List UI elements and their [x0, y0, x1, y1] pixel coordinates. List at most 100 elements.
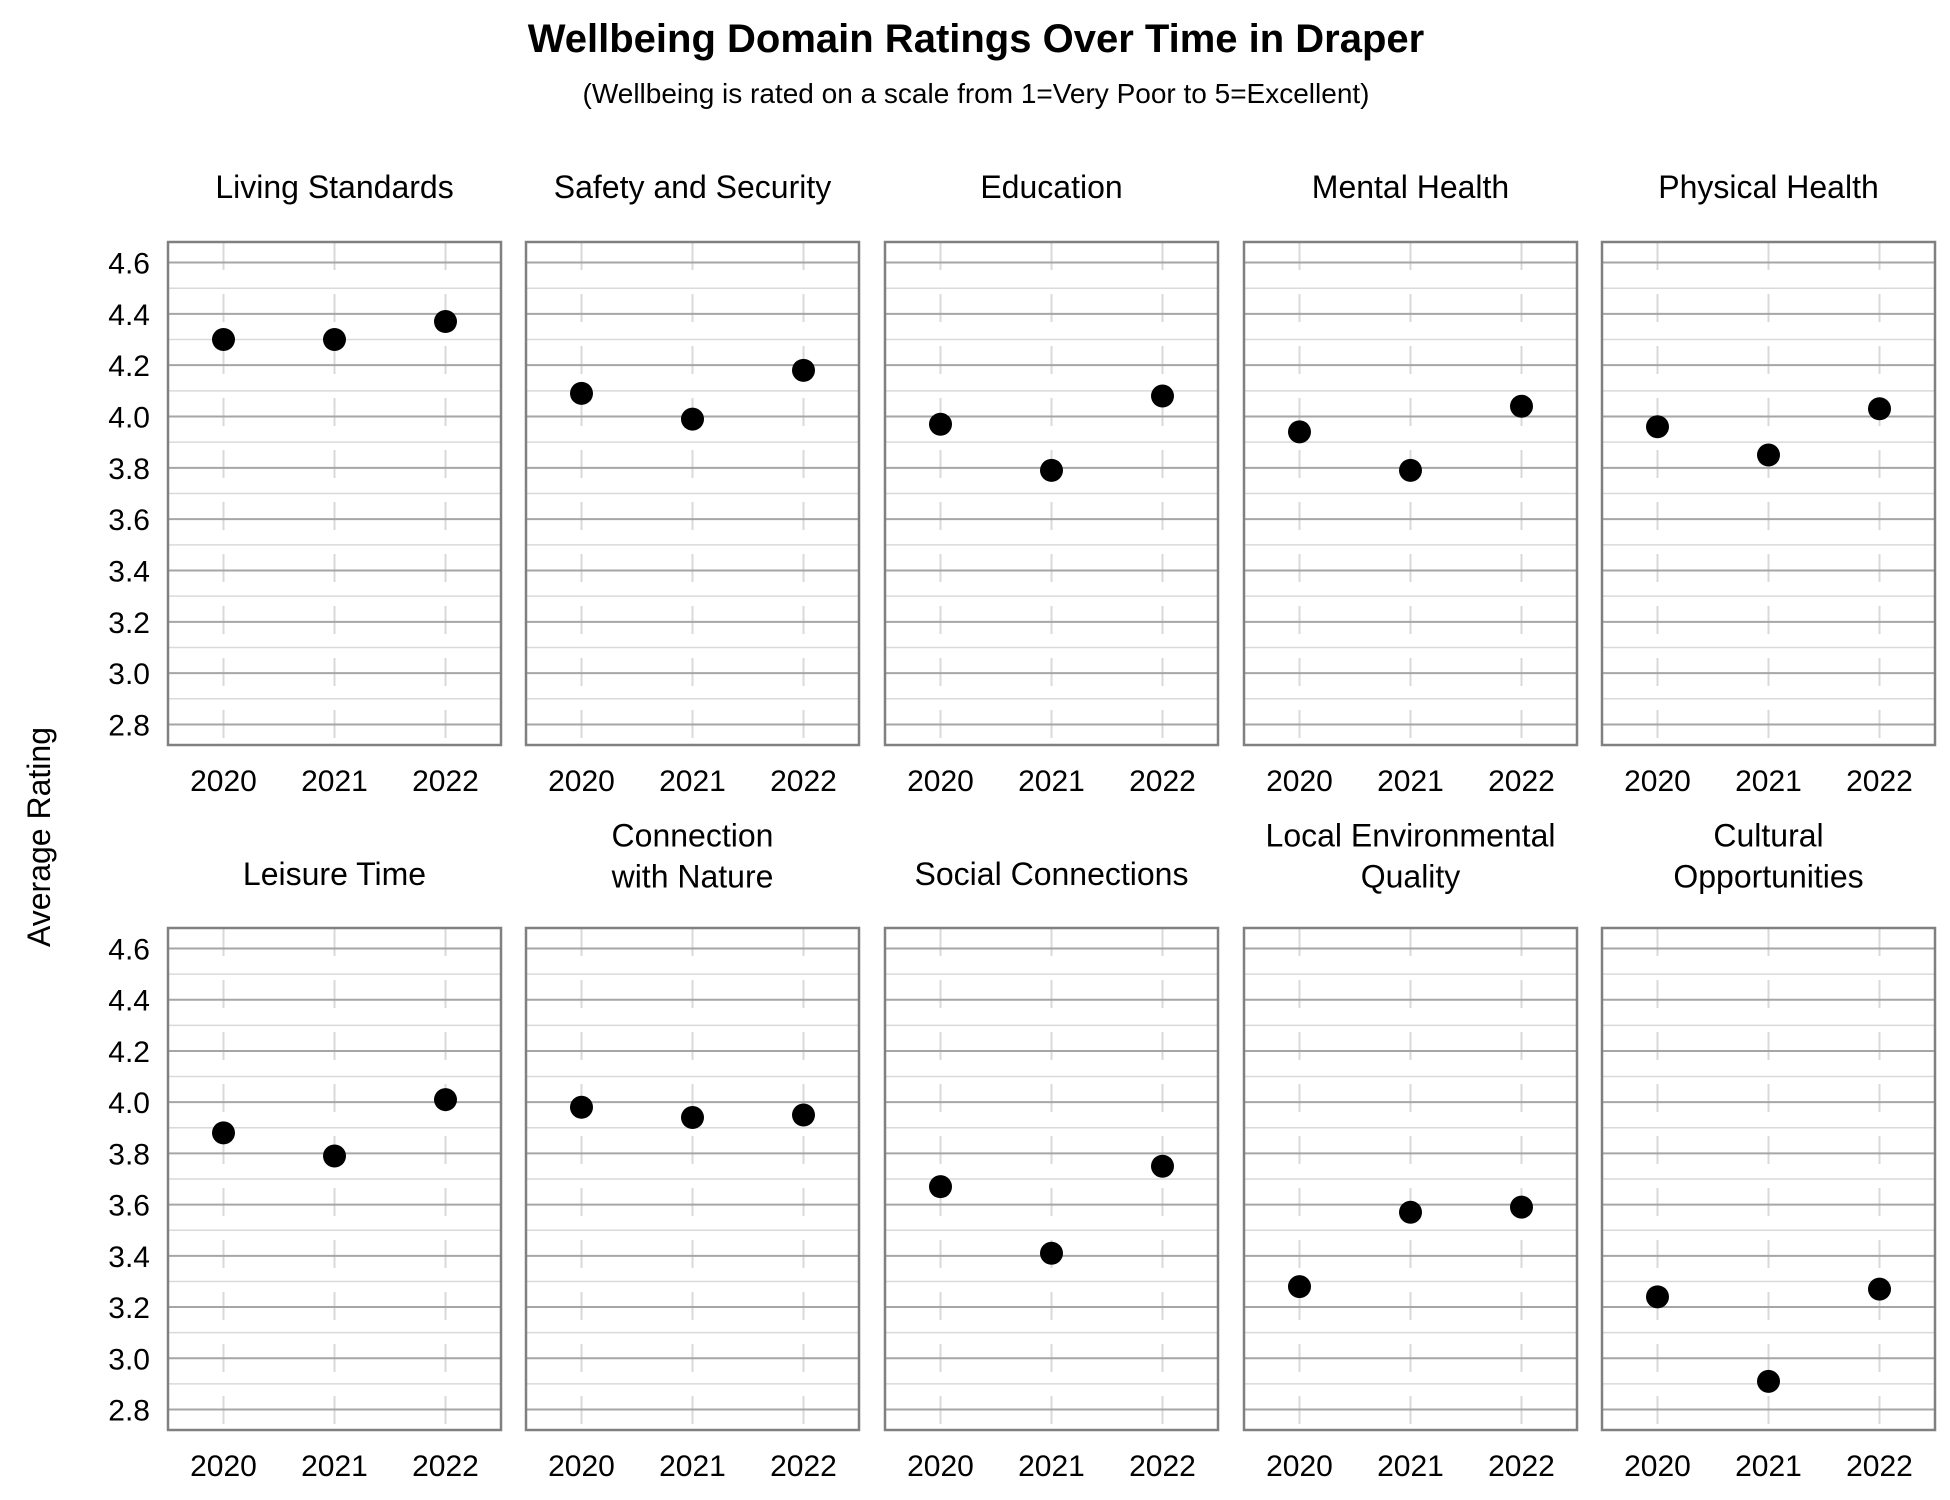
x-tick-label: 2022 — [1488, 765, 1555, 798]
data-point — [1040, 1241, 1063, 1265]
facet-title: Mental Health — [1312, 169, 1509, 205]
y-axis-label: Average Rating — [21, 727, 57, 947]
x-tick-label: 2022 — [770, 765, 837, 798]
facet-panel: Cultural Opportunities 2020 2021 2022 — [1600, 818, 1937, 1483]
y-tick-label: 4.0 — [108, 1087, 150, 1120]
x-tick-label: 2022 — [412, 1450, 479, 1483]
y-tick-label: 3.2 — [108, 1292, 150, 1325]
x-tick-label: 2020 — [190, 1450, 257, 1483]
facet-frame — [883, 926, 1220, 1432]
y-tick-label: 4.6 — [108, 248, 150, 281]
data-point — [1151, 384, 1174, 408]
x-tick-label: 2020 — [1266, 765, 1333, 798]
y-tick-label: 3.2 — [108, 607, 150, 640]
y-tick-label: 3.6 — [108, 504, 150, 537]
data-point — [1510, 394, 1533, 418]
y-tick-label: 4.2 — [108, 1036, 150, 1069]
x-tick-label: 2020 — [548, 765, 615, 798]
data-point — [323, 1144, 346, 1168]
data-point — [1757, 443, 1780, 467]
y-tick-label: 3.6 — [108, 1190, 150, 1223]
x-tick-label: 2020 — [548, 1450, 615, 1483]
x-tick-label: 2022 — [1129, 1450, 1196, 1483]
x-tick-label: 2021 — [1018, 765, 1085, 798]
y-tick-label: 3.0 — [108, 658, 150, 691]
chart-subtitle: (Wellbeing is rated on a scale from 1=Ve… — [583, 78, 1370, 109]
x-tick-label: 2021 — [659, 765, 726, 798]
facet-title: Leisure Time — [243, 856, 426, 892]
data-point — [929, 1175, 952, 1199]
data-point — [323, 328, 346, 352]
x-tick-label: 2021 — [1018, 1450, 1085, 1483]
x-tick-label: 2020 — [907, 765, 974, 798]
data-point — [1399, 1200, 1422, 1224]
x-tick-label: 2022 — [1488, 1450, 1555, 1483]
data-point — [1757, 1369, 1780, 1393]
facet-frame — [524, 240, 861, 747]
facet-frame — [524, 926, 861, 1432]
x-tick-label: 2021 — [1735, 765, 1802, 798]
facet-frame — [166, 240, 503, 747]
facet-frame — [883, 240, 1220, 747]
y-tick-label: 3.8 — [108, 1138, 150, 1171]
data-point — [792, 1103, 815, 1127]
facet-title: Living Standards — [215, 169, 453, 205]
data-point — [1040, 458, 1063, 482]
x-tick-label: 2022 — [1846, 1450, 1913, 1483]
chart-title: Wellbeing Domain Ratings Over Time in Dr… — [528, 17, 1425, 61]
y-tick-label: 4.4 — [108, 299, 150, 332]
x-tick-label: 2020 — [907, 1450, 974, 1483]
x-tick-label: 2021 — [1377, 1450, 1444, 1483]
y-tick-label: 4.0 — [108, 402, 150, 435]
facet-panel: Leisure Time 2.8 3.0 3.2 3.4 3.6 3.8 4.0 4.2 4.4 4… — [108, 856, 503, 1483]
x-tick-label: 2021 — [301, 1450, 368, 1483]
facet-frame — [1600, 926, 1937, 1432]
y-tick-label: 3.4 — [108, 1241, 150, 1274]
data-point — [681, 1106, 704, 1130]
data-point — [212, 1121, 235, 1145]
data-point — [681, 407, 704, 431]
data-point — [929, 412, 952, 436]
facet-title: Connection — [612, 818, 774, 854]
facet-panel: Living Standards 2.8 3.0 3.2 3.4 3.6 3.8 4.0 4.2… — [108, 169, 503, 798]
facet-frame — [1600, 240, 1937, 747]
x-tick-label: 2020 — [1266, 1450, 1333, 1483]
x-tick-label: 2020 — [190, 765, 257, 798]
facet-panel: Social Connections 2020 2021 2022 — [883, 856, 1220, 1483]
facet-title: with Nature — [611, 859, 774, 895]
facet-panel: Education 2020 2021 2022 — [883, 169, 1220, 798]
data-point — [1510, 1195, 1533, 1219]
x-tick-label: 2022 — [412, 765, 479, 798]
x-tick-label: 2021 — [1735, 1450, 1802, 1483]
y-tick-label: 3.8 — [108, 453, 150, 486]
facet-title: Quality — [1361, 859, 1461, 895]
data-point — [1288, 1275, 1311, 1299]
x-tick-label: 2021 — [659, 1450, 726, 1483]
data-point — [1646, 1285, 1669, 1309]
facet-panel: Mental Health 2020 2021 2022 — [1242, 169, 1579, 798]
x-tick-label: 2022 — [770, 1450, 837, 1483]
facet-panel: Safety and Security 2020 2021 2022 — [524, 169, 861, 798]
facet-frame — [166, 926, 503, 1432]
y-tick-label: 4.2 — [108, 350, 150, 383]
data-point — [1646, 415, 1669, 439]
data-point — [1288, 420, 1311, 444]
data-point — [1151, 1154, 1174, 1178]
y-tick-label: 2.8 — [108, 709, 150, 742]
y-tick-label: 3.0 — [108, 1343, 150, 1376]
x-tick-label: 2022 — [1846, 765, 1913, 798]
facet-panels: Living Standards 2.8 3.0 3.2 3.4 3.6 3.8 4.0 4.2… — [108, 169, 1937, 1483]
facet-panel: Connection with Nature 2020 2021 2022 — [524, 818, 861, 1483]
x-tick-label: 2021 — [301, 765, 368, 798]
data-point — [1868, 397, 1891, 421]
facet-panel: Local Environmental Quality 2020 2021 2022 — [1242, 818, 1579, 1483]
data-point — [212, 328, 235, 352]
y-tick-label: 4.4 — [108, 985, 150, 1018]
facet-title: Safety and Security — [554, 169, 831, 205]
facet-frame — [1242, 240, 1579, 747]
data-point — [570, 381, 593, 405]
facet-title: Education — [980, 169, 1122, 205]
data-point — [1868, 1277, 1891, 1301]
y-tick-label: 2.8 — [108, 1395, 150, 1428]
